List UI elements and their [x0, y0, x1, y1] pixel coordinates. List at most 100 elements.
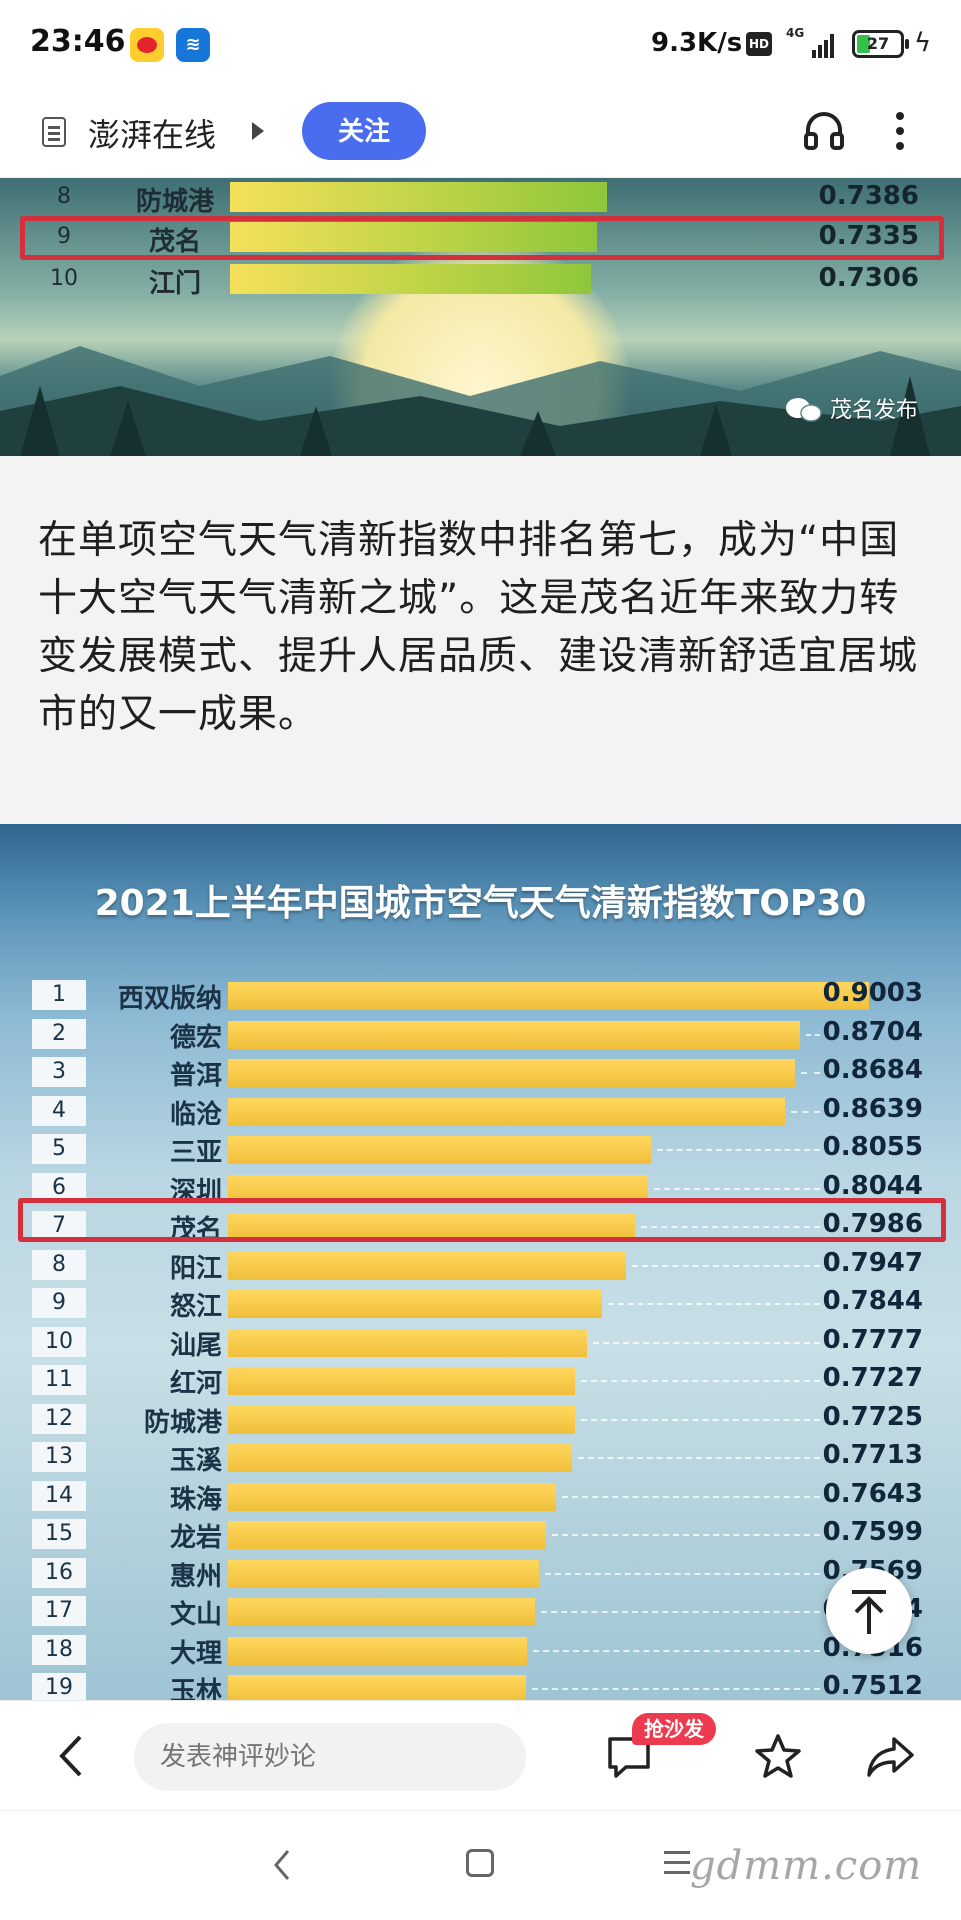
dash-leader: [632, 1265, 820, 1267]
rank-number: 3: [32, 1057, 86, 1087]
ranking-row: 2 德宏 0.8704: [0, 1015, 961, 1053]
value-bar: [228, 1021, 800, 1049]
city-name: 临沧: [169, 1100, 222, 1130]
ranking-row: 16惠州0.7569: [0, 1554, 961, 1592]
index-value: 0.7643: [822, 1479, 923, 1509]
image-title: 2021上半年中国城市空气天气清新指数TOP30: [94, 883, 867, 924]
back-icon[interactable]: [52, 1731, 92, 1781]
article-paragraph: 在单项空气天气清新指数中排名第七，成为“中国十大空气天气清新之城”。这是茂名近年…: [38, 518, 919, 737]
share-icon[interactable]: [864, 1731, 916, 1783]
ranking-row: 11 红河 0.7727: [0, 1361, 961, 1399]
index-value: 0.9003: [822, 978, 923, 1008]
star-icon[interactable]: [752, 1731, 804, 1783]
more-icon[interactable]: [890, 106, 910, 156]
value-bar: [228, 1367, 575, 1395]
weibo-icon: [130, 28, 164, 62]
dash-leader: [581, 1419, 820, 1421]
nav-menu-icon[interactable]: [664, 1849, 694, 1877]
rank-number: 9: [32, 1288, 86, 1318]
battery-level: 27: [866, 34, 890, 53]
rank-number: 13: [32, 1442, 86, 1472]
value-bar: [228, 1329, 587, 1357]
value-bar: [228, 1560, 539, 1588]
city-name: 茂名: [148, 227, 201, 257]
rank-number: 8: [57, 184, 71, 209]
source-name[interactable]: 澎湃在线: [88, 116, 217, 154]
index-value: 0.7777: [822, 1325, 923, 1355]
index-value: 0.7727: [822, 1363, 923, 1393]
rank-number: 1: [32, 980, 86, 1010]
follow-button[interactable]: 关注: [302, 102, 426, 160]
city-name: 玉溪: [169, 1446, 222, 1476]
image-watermark: 茂名发布: [830, 398, 919, 423]
wechat-icon: [786, 398, 822, 422]
value-bar: [228, 1059, 795, 1087]
index-value: 0.7986: [822, 1209, 923, 1239]
ranking-row: 9 怒江 0.7844: [0, 1284, 961, 1322]
city-name: 德宏: [169, 1023, 222, 1053]
value-bar: [228, 1213, 635, 1241]
back-to-top-button[interactable]: [826, 1568, 912, 1654]
battery-icon: 27: [852, 30, 909, 58]
city-name: 防城港: [143, 1408, 222, 1438]
dash-leader: [593, 1342, 820, 1344]
value-bar: [228, 1406, 575, 1434]
ranking-row: 4 临沧 0.8639: [0, 1092, 961, 1130]
ranking-row: 1 西双版纳 0.9003: [0, 976, 961, 1014]
comment-input[interactable]: [134, 1723, 526, 1791]
network-speed: 9.3K/s: [651, 28, 743, 58]
rank-number: 14: [32, 1481, 86, 1511]
dash-leader: [657, 1149, 820, 1151]
ranking-row: 5 三亚 0.8055: [0, 1130, 961, 1168]
index-value: 0.7335: [818, 221, 919, 251]
dash-leader: [806, 1034, 820, 1036]
index-value: 0.8684: [822, 1055, 923, 1085]
city-name: 普洱: [169, 1061, 222, 1091]
dash-leader: [578, 1457, 820, 1459]
rank-number: 10: [32, 1327, 86, 1357]
ranking-row: 7 茂名 0.7986: [0, 1207, 961, 1245]
value-bar: [228, 1521, 546, 1549]
value-bar: [230, 182, 607, 212]
city-name: 江门: [148, 269, 201, 299]
ranking-row: 17文山0.7554: [0, 1592, 961, 1630]
signal-icon: 4G: [786, 26, 836, 60]
sofa-badge[interactable]: 抢沙发: [632, 1713, 716, 1745]
doc-icon[interactable]: [42, 117, 66, 147]
dash-leader: [791, 1111, 820, 1113]
status-time: 23:46: [30, 24, 126, 59]
dash-leader: [581, 1380, 820, 1382]
dash-leader: [562, 1496, 820, 1498]
value-bar: [228, 1598, 535, 1626]
nav-home-icon[interactable]: [466, 1849, 494, 1877]
index-value: 0.7725: [822, 1402, 923, 1432]
value-bar: [228, 1098, 785, 1126]
news-app-icon: ≋: [176, 28, 210, 62]
play-icon[interactable]: [252, 122, 264, 140]
value-bar: [228, 1483, 556, 1511]
dash-leader: [541, 1611, 820, 1613]
nav-back-icon[interactable]: [268, 1847, 298, 1883]
headphone-icon[interactable]: [802, 108, 846, 152]
rank-number: 2: [32, 1019, 86, 1049]
rank-number: 17: [32, 1596, 86, 1626]
network-type: 4G: [786, 26, 805, 40]
rank-number: 19: [32, 1673, 86, 1700]
ranking-row: 18大理0.7516: [0, 1631, 961, 1669]
value-bar: [228, 1136, 651, 1164]
ranking-row: 10 江门 0.7306: [0, 260, 961, 299]
index-value: 0.8055: [822, 1132, 923, 1162]
value-bar: [228, 1675, 526, 1700]
forest-decoration: [0, 346, 961, 456]
index-value: 0.7599: [822, 1517, 923, 1547]
city-name: 防城港: [135, 187, 214, 217]
city-name: 玉林: [169, 1677, 222, 1700]
value-bar: [230, 264, 591, 294]
value-bar: [230, 222, 597, 252]
rank-number: 7: [32, 1211, 86, 1241]
highlight-box: [18, 1198, 946, 1242]
rank-number: 8: [32, 1250, 86, 1280]
hd-icon: HD: [746, 32, 772, 56]
value-bar: [228, 1252, 626, 1280]
dash-leader: [533, 1650, 820, 1652]
